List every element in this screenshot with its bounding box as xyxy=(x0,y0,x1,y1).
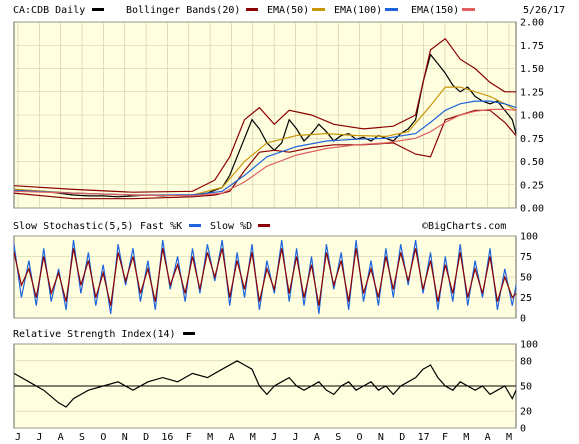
y-tick-label: 0.75 xyxy=(520,134,544,145)
y-tick-label: 0.25 xyxy=(520,180,544,191)
series-line xyxy=(13,108,517,197)
x-tick-label: M xyxy=(463,432,469,443)
x-tick-label: 17 xyxy=(418,432,430,443)
watermark: ©BigCharts.com xyxy=(422,221,506,232)
x-tick-label: A xyxy=(228,432,234,443)
y-tick-label: 1.00 xyxy=(520,111,544,122)
stoch-title: Slow Stochastic(5,5) xyxy=(13,221,133,232)
rsi-grid xyxy=(14,343,516,429)
x-tick-label: M xyxy=(506,432,512,443)
chart-header: CA:CDB Daily Bollinger Bands(20) EMA(50)… xyxy=(13,5,565,16)
y-tick-label: 1.50 xyxy=(520,64,544,75)
x-axis: J J A S O N D 16 F M A M J J A S O N D 17 F M A M xyxy=(15,432,512,443)
y-tick-label: 1.75 xyxy=(520,41,544,52)
x-tick-label: F xyxy=(186,432,192,443)
rsi-title: Relative Strength Index(14) xyxy=(13,329,176,340)
x-tick-label: 16 xyxy=(161,432,173,443)
stoch-series xyxy=(13,239,517,314)
legend-ema50: EMA(50) xyxy=(267,5,309,16)
y-tick-label: 0 xyxy=(520,314,526,325)
y-tick-label: 50 xyxy=(520,273,532,284)
series-line xyxy=(13,100,517,196)
x-tick-label: J xyxy=(15,432,21,443)
stoch-k-label: Fast %K xyxy=(140,221,182,232)
y-tick-label: 20 xyxy=(520,407,532,418)
y-tick-label: 0 xyxy=(520,424,526,435)
rsi-y-axis: 0 20 50 80 100 xyxy=(520,340,538,435)
x-tick-label: J xyxy=(293,432,299,443)
x-tick-label: D xyxy=(143,432,149,443)
rsi-series xyxy=(13,360,517,408)
y-tick-label: 80 xyxy=(520,356,532,367)
x-tick-label: F xyxy=(442,432,448,443)
stoch-d-label: Slow %D xyxy=(210,221,252,232)
y-tick-label: 1.25 xyxy=(520,87,544,98)
series-line xyxy=(13,37,516,193)
x-tick-label: A xyxy=(314,432,320,443)
y-tick-label: 0.50 xyxy=(520,157,544,168)
x-tick-label: O xyxy=(100,432,106,443)
x-tick-label: J xyxy=(36,432,42,443)
y-tick-label: 100 xyxy=(520,340,538,351)
price-y-axis: 0.00 0.25 0.50 0.75 1.00 1.25 1.50 1.75 2.00 xyxy=(520,18,544,215)
legend-ema100: EMA(100) xyxy=(334,5,382,16)
series-line xyxy=(13,360,517,408)
price-series xyxy=(13,37,517,200)
y-tick-label: 0.00 xyxy=(520,204,544,215)
y-tick-label: 2.00 xyxy=(520,18,544,29)
legend-bollinger: Bollinger Bands(20) xyxy=(126,5,240,16)
y-tick-label: 25 xyxy=(520,293,532,304)
x-tick-label: J xyxy=(271,432,277,443)
series-line xyxy=(13,248,517,306)
x-tick-label: S xyxy=(79,432,85,443)
chart-date: 5/26/17 xyxy=(523,5,565,16)
x-tick-label: A xyxy=(58,432,64,443)
x-tick-label: M xyxy=(207,432,213,443)
y-tick-label: 50 xyxy=(520,382,532,393)
x-tick-label: S xyxy=(335,432,341,443)
x-tick-label: M xyxy=(250,432,256,443)
x-tick-label: O xyxy=(357,432,363,443)
symbol-label: CA:CDB Daily xyxy=(13,5,85,16)
x-tick-label: D xyxy=(399,432,405,443)
y-tick-label: 100 xyxy=(520,232,538,243)
stoch-grid xyxy=(14,235,516,319)
legend-ema150: EMA(150) xyxy=(411,5,459,16)
stoch-y-axis: 0 25 50 75 100 xyxy=(520,232,538,325)
y-tick-label: 75 xyxy=(520,252,532,263)
x-tick-label: N xyxy=(378,432,384,443)
x-tick-label: A xyxy=(485,432,491,443)
x-tick-label: N xyxy=(122,432,128,443)
